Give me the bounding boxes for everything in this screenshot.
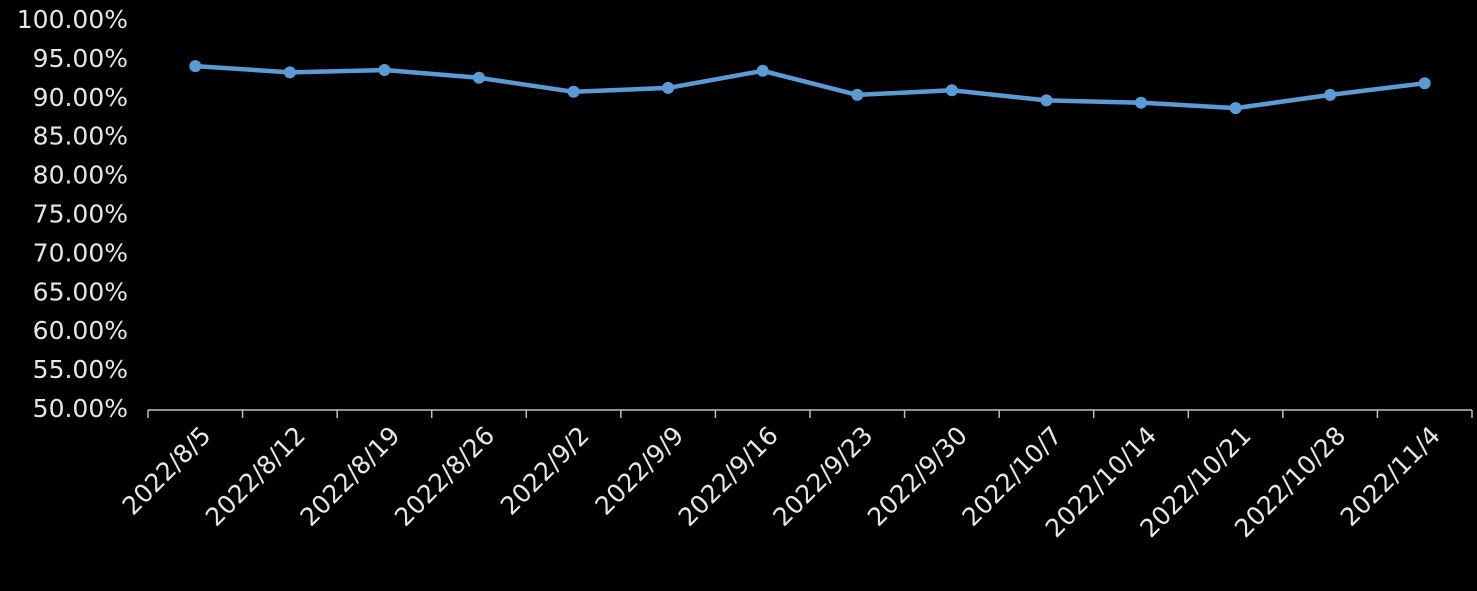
x-tick-label: 2022/8/26 — [389, 421, 500, 532]
point — [283, 66, 296, 79]
point — [1135, 96, 1147, 109]
x-tick-label: 2022/11/4 — [1335, 421, 1446, 532]
point — [851, 88, 864, 101]
point — [1324, 88, 1337, 101]
y-tick-label: 95.00% — [33, 44, 128, 73]
y-tick-label: 65.00% — [33, 277, 128, 306]
y-tick-label: 70.00% — [33, 238, 128, 267]
y-tick-label: 50.00% — [33, 394, 128, 423]
point — [1229, 102, 1242, 115]
x-tick-label: 2022/9/23 — [767, 421, 878, 532]
point — [378, 64, 391, 77]
x-tick-label: 2022/9/9 — [589, 421, 689, 521]
point — [1418, 77, 1431, 90]
y-tick-label: 85.00% — [33, 122, 128, 151]
y-tick-label: 60.00% — [33, 316, 128, 345]
point — [1040, 94, 1053, 107]
x-tick-label: 2022/8/19 — [294, 421, 405, 532]
x-tick-label: 2022/8/5 — [117, 421, 217, 521]
y-tick-label: 90.00% — [33, 83, 128, 112]
point — [189, 60, 202, 73]
point — [473, 71, 485, 84]
x-tick-label: 2022/9/30 — [862, 421, 973, 532]
y-tick-label: 80.00% — [33, 161, 128, 190]
y-tick-label: 75.00% — [33, 200, 128, 229]
y-tick-label: 100.00% — [17, 5, 128, 34]
point — [567, 85, 580, 98]
point — [662, 81, 675, 94]
x-tick-label: 2022/9/2 — [495, 421, 595, 521]
x-tick-label: 2022/9/16 — [673, 421, 784, 532]
y-tick-label: 55.00% — [33, 355, 128, 384]
series-line — [195, 63, 1425, 111]
point — [756, 64, 769, 77]
point — [945, 84, 958, 97]
x-tick-label: 2022/8/12 — [200, 421, 311, 532]
